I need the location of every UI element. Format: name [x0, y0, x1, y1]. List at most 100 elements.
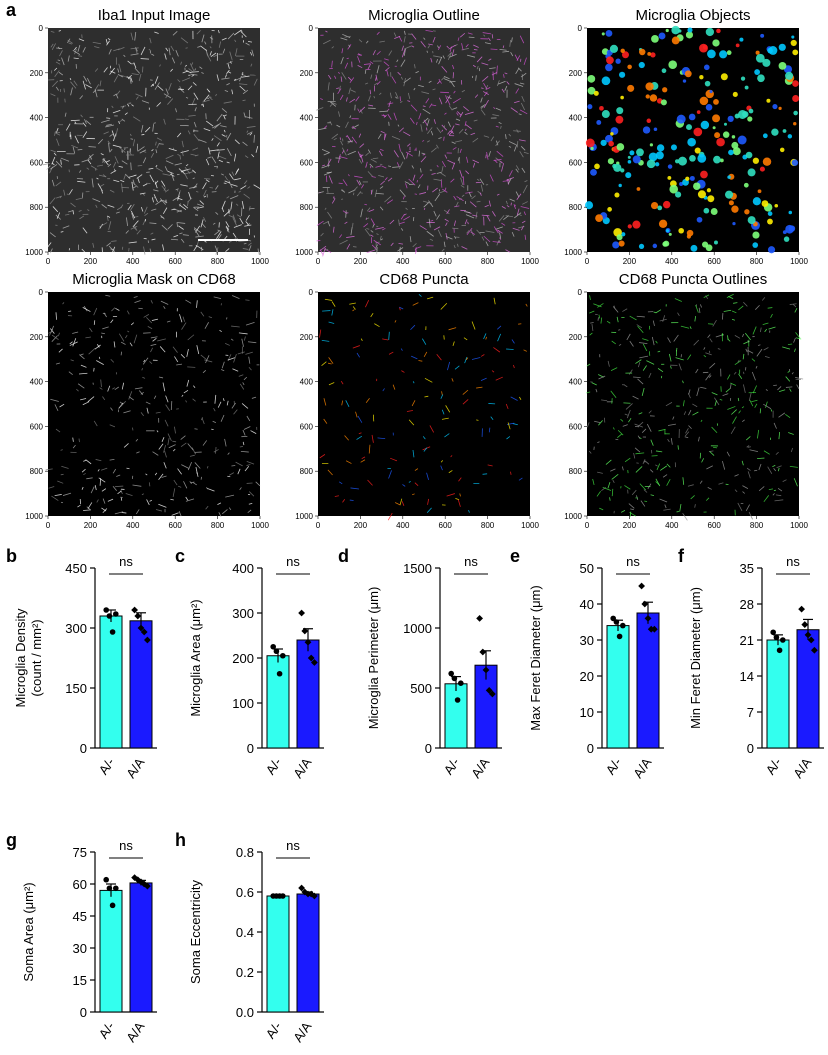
blob: [619, 72, 625, 78]
blob: [752, 242, 758, 248]
blob: [792, 159, 798, 165]
x-tick-label: 0: [46, 257, 51, 266]
blob: [650, 94, 657, 101]
panel-title: Microglia Mask on CD68: [72, 271, 235, 288]
y-tick-label: 300: [65, 621, 87, 636]
blob: [706, 28, 714, 36]
blob: [697, 110, 701, 114]
blob: [586, 139, 595, 148]
y-tick-label: 400: [569, 114, 583, 123]
y-tick-label: 600: [300, 158, 314, 167]
fiber: [486, 155, 487, 159]
blob: [666, 29, 669, 32]
blob: [716, 138, 725, 147]
blob: [704, 208, 710, 214]
y-tick-label: 0.0: [236, 1005, 254, 1020]
y-tick-label: 150: [65, 681, 87, 696]
fiber: [522, 74, 523, 80]
y-tick-label: 0: [578, 24, 583, 33]
x-tick-label: 400: [126, 521, 140, 530]
y-tick-label: 600: [569, 158, 583, 167]
blob: [705, 81, 711, 87]
blob: [625, 172, 631, 178]
y-tick-label: 40: [580, 597, 594, 612]
bar: [607, 626, 629, 748]
blob: [793, 111, 798, 116]
blob: [746, 152, 753, 159]
annotation: ns: [626, 554, 640, 569]
blob: [647, 119, 652, 124]
blob: [654, 127, 658, 131]
blob: [732, 222, 735, 225]
blob: [713, 156, 721, 164]
blob: [689, 114, 696, 121]
fiber: [171, 401, 172, 410]
blob: [784, 236, 789, 241]
x-tick-label: 1000: [790, 257, 808, 266]
y-axis-label: Soma Eccentricity: [188, 879, 203, 984]
fiber: [346, 210, 347, 217]
blob: [780, 148, 785, 153]
data-point: [455, 697, 461, 703]
blob: [657, 206, 662, 211]
x-tick-label: A/-: [96, 1019, 118, 1041]
blob: [713, 126, 716, 129]
fiber: [224, 183, 227, 184]
fiber: [149, 482, 150, 486]
blob: [716, 29, 721, 34]
blob: [587, 104, 592, 109]
y-axis-label: Soma Area (μm²): [21, 882, 36, 981]
x-tick-label: A/A: [290, 755, 314, 781]
blob: [691, 245, 698, 252]
fiber: [138, 165, 142, 166]
blob: [785, 225, 794, 234]
blob: [756, 54, 765, 63]
blob: [741, 76, 745, 80]
y-tick-label: 200: [569, 333, 583, 342]
annotation: ns: [286, 554, 300, 569]
fiber: [99, 357, 100, 359]
blob: [687, 138, 696, 147]
x-tick-label: 600: [169, 257, 183, 266]
fiber: [226, 317, 227, 319]
blob: [697, 217, 703, 223]
blob: [744, 209, 749, 214]
y-tick-label: 600: [300, 422, 314, 431]
data-point: [777, 647, 783, 653]
y-axis-label: Max Feret Diameter (μm): [528, 585, 543, 730]
blob: [685, 177, 689, 181]
blob: [727, 50, 732, 55]
blob: [615, 59, 620, 64]
blob: [636, 148, 644, 156]
blob: [590, 147, 593, 150]
y-tick-label: 400: [569, 378, 583, 387]
y-tick-label: 45: [73, 909, 87, 924]
blob: [662, 87, 667, 92]
blob: [723, 131, 729, 137]
fiber: [131, 162, 132, 170]
fiber: [440, 92, 449, 93]
blob: [628, 224, 632, 228]
blob: [792, 80, 799, 87]
blob: [732, 135, 735, 138]
bar: [445, 684, 467, 748]
y-tick-label: 600: [569, 422, 583, 431]
blob: [763, 133, 768, 138]
fiber: [347, 58, 349, 59]
y-tick-label: 1000: [564, 248, 582, 257]
x-tick-label: A/A: [630, 755, 654, 781]
data-point: [103, 877, 109, 883]
blob: [699, 75, 703, 79]
blob: [766, 99, 770, 103]
data-point: [277, 671, 283, 677]
blob: [629, 150, 634, 155]
y-tick-label: 0: [80, 1005, 87, 1020]
x-tick-label: 200: [623, 257, 637, 266]
fiber: [231, 465, 235, 466]
data-point: [448, 671, 454, 677]
x-tick-label: 1000: [790, 521, 808, 530]
image: [318, 292, 530, 516]
y-tick-label: 20: [580, 669, 594, 684]
y-tick-label: 7: [747, 705, 754, 720]
bar: [637, 613, 659, 748]
